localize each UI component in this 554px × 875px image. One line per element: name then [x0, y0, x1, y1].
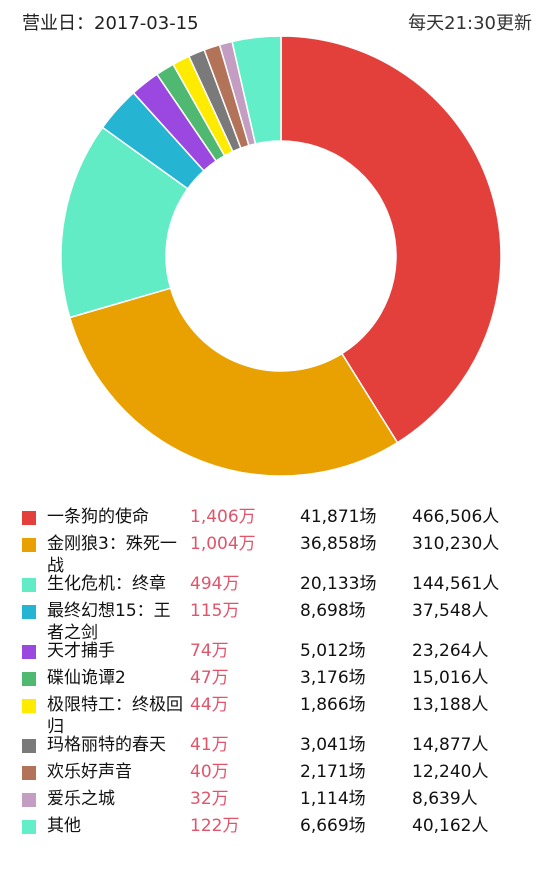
box-office-gross: 44万 — [190, 695, 229, 715]
box-office-gross: 32万 — [190, 789, 229, 809]
legend-color-swatch — [22, 645, 36, 659]
legend-row[interactable]: 欢乐好声音 40万 2,171场 12,240人 — [0, 761, 554, 788]
movie-name: 金刚狼3：殊死一战 — [47, 534, 177, 576]
business-day-label: 营业日：2017-03-15 — [22, 13, 199, 34]
donut-slice[interactable] — [231, 35, 282, 145]
audience-count: 466,506人 — [412, 507, 500, 527]
show-count: 5,012场 — [300, 641, 366, 661]
movie-name: 玛格丽特的春天 — [47, 735, 166, 755]
legend-row[interactable]: 生化危机：终章 494万 20,133场 144,561人 — [0, 573, 554, 600]
movie-name: 极限特工：终极回归 — [47, 695, 183, 737]
legend-color-swatch — [22, 538, 36, 552]
movie-name: 生化危机：终章 — [47, 574, 166, 594]
box-office-donut-chart — [60, 35, 502, 477]
legend-color-swatch — [22, 699, 36, 713]
box-office-gross: 74万 — [190, 641, 229, 661]
legend-color-swatch — [22, 511, 36, 525]
legend-row[interactable]: 最终幻想15：王者之剑 115万 8,698场 37,548人 — [0, 600, 554, 643]
audience-count: 13,188人 — [412, 695, 489, 715]
show-count: 41,871场 — [300, 507, 377, 527]
movie-name: 爱乐之城 — [47, 789, 115, 809]
audience-count: 37,548人 — [412, 601, 489, 621]
legend-row[interactable]: 金刚狼3：殊死一战 1,004万 36,858场 310,230人 — [0, 533, 554, 576]
legend-color-swatch — [22, 766, 36, 780]
legend-row[interactable]: 其他 122万 6,669场 40,162人 — [0, 815, 554, 842]
legend-row[interactable]: 碟仙诡谭2 47万 3,176场 15,016人 — [0, 667, 554, 694]
audience-count: 144,561人 — [412, 574, 500, 594]
show-count: 2,171场 — [300, 762, 366, 782]
audience-count: 40,162人 — [412, 816, 489, 836]
movie-name: 其他 — [47, 816, 81, 836]
box-office-gross: 122万 — [190, 816, 240, 836]
legend-row[interactable]: 天才捕手 74万 5,012场 23,264人 — [0, 640, 554, 667]
update-time-note: 每天21:30更新 — [408, 13, 532, 34]
show-count: 20,133场 — [300, 574, 377, 594]
box-office-legend: 一条狗的使命 1,406万 41,871场 466,506人金刚狼3：殊死一战 1,00… — [0, 506, 554, 842]
audience-count: 12,240人 — [412, 762, 489, 782]
header-bar: 营业日：2017-03-15 每天21:30更新 — [0, 0, 554, 44]
show-count: 3,041场 — [300, 735, 366, 755]
legend-row[interactable]: 爱乐之城 32万 1,114场 8,639人 — [0, 788, 554, 815]
legend-color-swatch — [22, 672, 36, 686]
movie-name: 欢乐好声音 — [47, 762, 132, 782]
box-office-gross: 41万 — [190, 735, 229, 755]
audience-count: 15,016人 — [412, 668, 489, 688]
movie-name: 天才捕手 — [47, 641, 115, 661]
donut-slice[interactable] — [60, 126, 189, 319]
audience-count: 14,877人 — [412, 735, 489, 755]
box-office-gross: 1,004万 — [190, 534, 256, 554]
legend-color-swatch — [22, 820, 36, 834]
legend-color-swatch — [22, 739, 36, 753]
legend-color-swatch — [22, 793, 36, 807]
audience-count: 310,230人 — [412, 534, 500, 554]
legend-row[interactable]: 一条狗的使命 1,406万 41,871场 466,506人 — [0, 506, 554, 533]
legend-row[interactable]: 玛格丽特的春天 41万 3,041场 14,877人 — [0, 734, 554, 761]
show-count: 36,858场 — [300, 534, 377, 554]
donut-slice[interactable] — [280, 35, 502, 444]
donut-slice[interactable] — [68, 287, 399, 477]
audience-count: 8,639人 — [412, 789, 478, 809]
show-count: 1,114场 — [300, 789, 366, 809]
legend-color-swatch — [22, 578, 36, 592]
legend-color-swatch — [22, 605, 36, 619]
legend-row[interactable]: 极限特工：终极回归 44万 1,866场 13,188人 — [0, 694, 554, 737]
movie-name: 最终幻想15：王者之剑 — [47, 601, 171, 643]
show-count: 1,866场 — [300, 695, 366, 715]
movie-name: 一条狗的使命 — [47, 507, 149, 527]
movie-name: 碟仙诡谭2 — [47, 668, 126, 688]
box-office-gross: 1,406万 — [190, 507, 256, 527]
show-count: 3,176场 — [300, 668, 366, 688]
audience-count: 23,264人 — [412, 641, 489, 661]
show-count: 6,669场 — [300, 816, 366, 836]
box-office-gross: 40万 — [190, 762, 229, 782]
show-count: 8,698场 — [300, 601, 366, 621]
box-office-gross: 494万 — [190, 574, 240, 594]
box-office-gross: 115万 — [190, 601, 240, 621]
box-office-gross: 47万 — [190, 668, 229, 688]
